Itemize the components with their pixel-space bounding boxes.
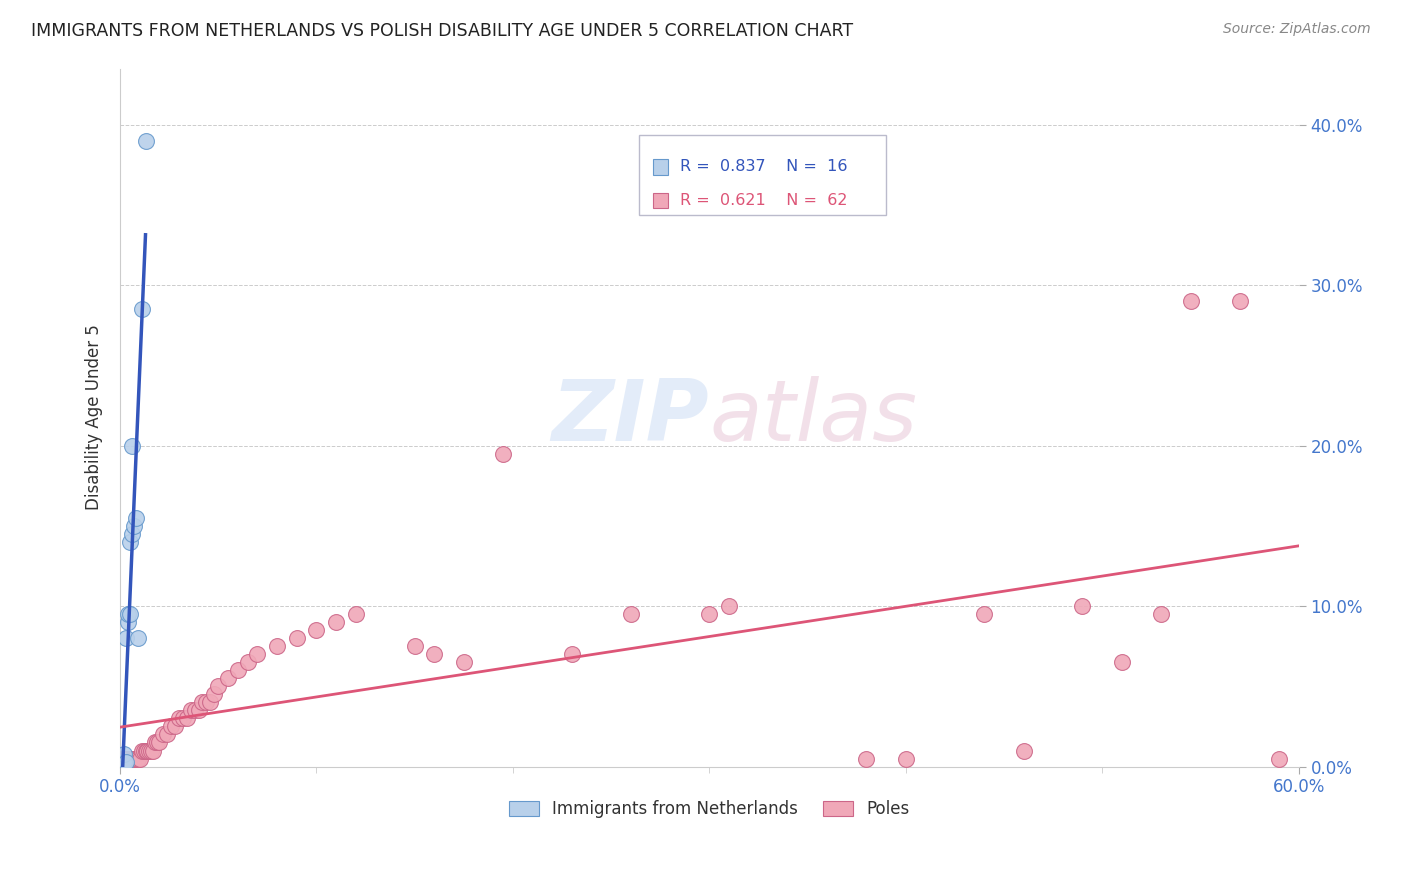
Point [117, 607, 139, 621]
Point [122, 519, 145, 533]
Point [285, 631, 308, 645]
Point [138, 743, 160, 757]
Point [132, 743, 155, 757]
Point [305, 623, 328, 637]
Point [152, 727, 174, 741]
Point [191, 695, 214, 709]
Point [1071, 599, 1094, 613]
Point [131, 302, 153, 317]
Point [453, 655, 475, 669]
Point [187, 703, 209, 717]
Point [894, 751, 917, 765]
Point [115, 751, 138, 765]
Point [111, 751, 134, 765]
Text: ZIP: ZIP [551, 376, 709, 459]
Point [561, 647, 583, 661]
Point [112, 747, 135, 761]
Legend: Immigrants from Netherlands, Poles: Immigrants from Netherlands, Poles [502, 793, 917, 824]
Point [143, 735, 166, 749]
Point [1268, 751, 1291, 765]
Point [973, 607, 995, 621]
Point [125, 511, 148, 525]
Point [1012, 743, 1035, 757]
Point [620, 607, 643, 621]
Point [127, 631, 149, 645]
Point [207, 679, 229, 693]
Point [148, 735, 170, 749]
Point [202, 687, 225, 701]
Point [217, 671, 239, 685]
Point [1150, 607, 1173, 621]
Point [423, 647, 446, 661]
Point [142, 743, 165, 757]
Point [127, 751, 149, 765]
Text: R =  0.621    N =  62: R = 0.621 N = 62 [681, 194, 848, 208]
Point [167, 711, 190, 725]
Point [118, 535, 141, 549]
Point [176, 711, 198, 725]
Point [121, 751, 143, 765]
Point [121, 527, 143, 541]
Bar [652, 193, 668, 209]
Point [121, 439, 143, 453]
Point [117, 615, 139, 629]
Point [141, 743, 163, 757]
Point [325, 615, 347, 629]
Point [236, 655, 259, 669]
Text: Source: ZipAtlas.com: Source: ZipAtlas.com [1223, 22, 1371, 37]
Point [115, 755, 138, 769]
Y-axis label: Disability Age Under 5: Disability Age Under 5 [86, 325, 103, 510]
Point [492, 447, 515, 461]
Point [344, 607, 367, 621]
Point [125, 751, 148, 765]
Point [128, 751, 150, 765]
Point [1111, 655, 1133, 669]
Point [717, 599, 740, 613]
Point [1229, 294, 1251, 309]
Text: R =  0.837    N =  16: R = 0.837 N = 16 [681, 160, 848, 175]
Point [180, 703, 202, 717]
Point [134, 743, 156, 757]
Point [195, 695, 218, 709]
Point [136, 743, 159, 757]
Point [163, 719, 186, 733]
Point [226, 663, 249, 677]
Point [404, 639, 426, 653]
Point [697, 607, 720, 621]
Point [172, 711, 194, 725]
Point [131, 743, 153, 757]
Point [115, 631, 138, 645]
Text: IMMIGRANTS FROM NETHERLANDS VS POLISH DISABILITY AGE UNDER 5 CORRELATION CHART: IMMIGRANTS FROM NETHERLANDS VS POLISH DI… [31, 22, 853, 40]
Text: atlas: atlas [709, 376, 917, 459]
Point [1180, 294, 1202, 309]
Bar [652, 160, 668, 175]
Point [146, 735, 169, 749]
Point [117, 751, 139, 765]
Point [118, 607, 141, 621]
Point [183, 703, 205, 717]
Point [134, 134, 156, 148]
Point [855, 751, 877, 765]
Point [118, 751, 141, 765]
Point [246, 647, 269, 661]
Point [156, 727, 179, 741]
Point [266, 639, 288, 653]
Point [112, 755, 135, 769]
Point [112, 751, 135, 765]
FancyBboxPatch shape [638, 135, 886, 215]
Point [122, 751, 145, 765]
Point [111, 755, 134, 769]
Point [160, 719, 183, 733]
Point [200, 695, 222, 709]
